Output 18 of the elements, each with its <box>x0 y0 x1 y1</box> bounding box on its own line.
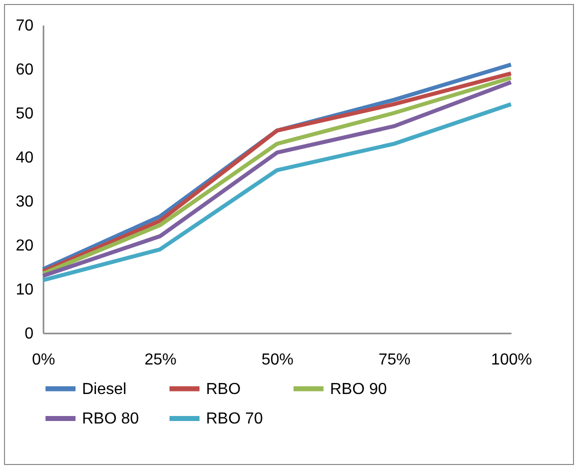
x-tick-label: 50% <box>261 352 294 368</box>
y-tick-label: 0 <box>24 326 34 342</box>
y-tick-label: 30 <box>16 194 34 210</box>
x-tick-label: 25% <box>144 352 177 368</box>
y-tick-label: 20 <box>16 238 34 254</box>
x-tick-label: 0% <box>32 352 56 368</box>
y-tick-label: 10 <box>16 282 34 298</box>
legend-label: RBO 70 <box>206 410 264 428</box>
legend-label: Diesel <box>82 380 126 398</box>
y-tick-label: 40 <box>16 150 34 166</box>
y-tick-label: 70 <box>16 18 34 34</box>
legend-label: RBO 80 <box>82 410 140 428</box>
legend-label: RBO 90 <box>330 380 388 398</box>
y-tick-label: 50 <box>16 106 34 122</box>
legend-label: RBO <box>206 380 241 398</box>
x-tick-label: 100% <box>491 352 532 368</box>
x-tick-label: 75% <box>378 352 411 368</box>
y-tick-label: 60 <box>16 62 34 78</box>
